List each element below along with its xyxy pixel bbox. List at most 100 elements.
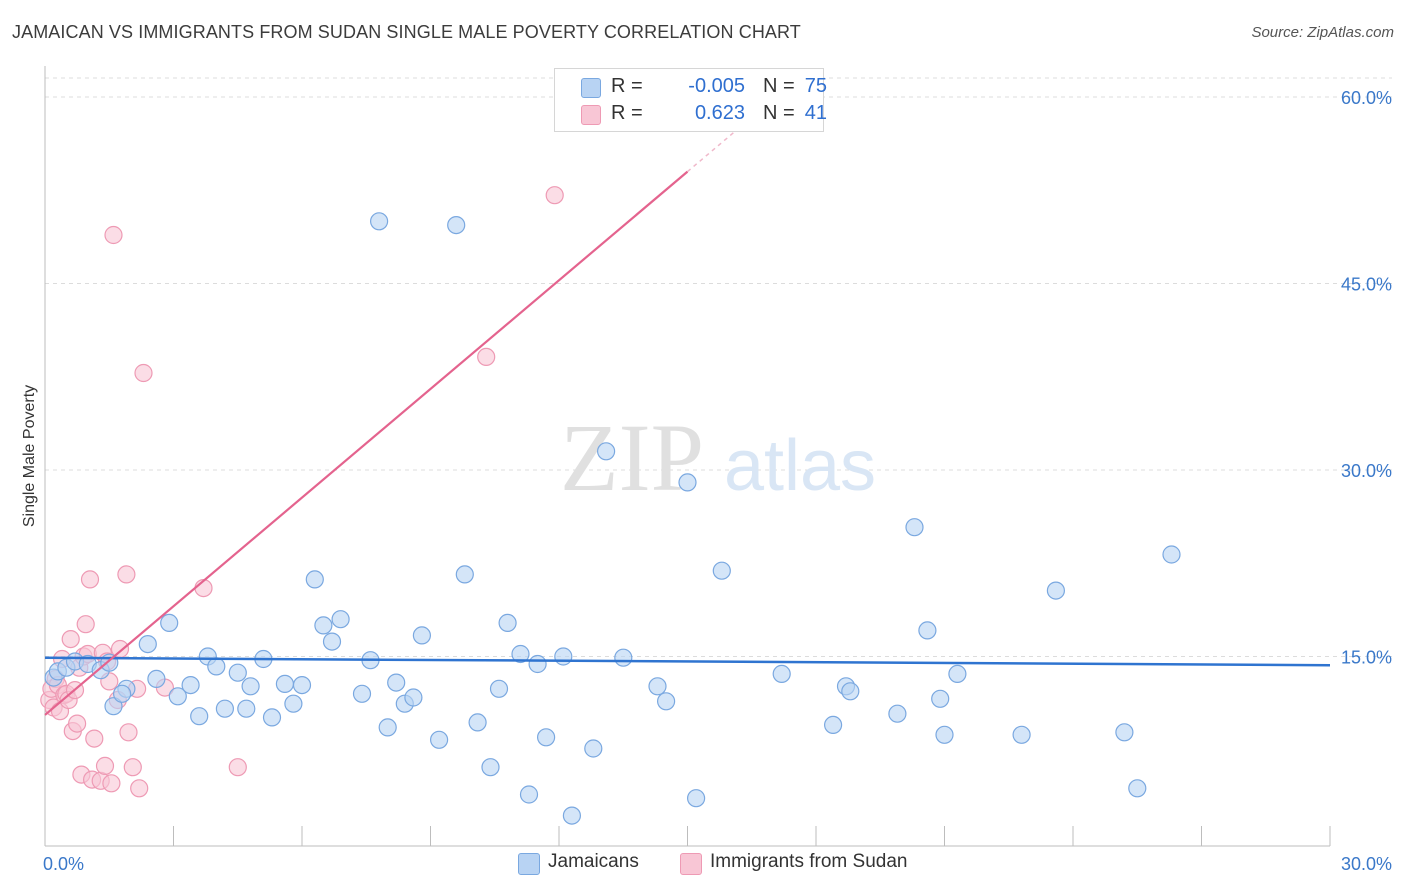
- jamaican-point: [262, 708, 282, 727]
- jamaican-point: [387, 673, 406, 692]
- jamaican-point: [138, 634, 157, 654]
- sudan-point: [130, 779, 149, 798]
- legend-swatch-blue: [581, 78, 601, 98]
- tick-labels: 15.0% 30.0% 45.0% 60.0% 0.0% 30.0%: [43, 88, 1392, 874]
- jamaican-point: [648, 677, 667, 696]
- sudan-point: [123, 758, 142, 777]
- y-tick-label: 30.0%: [1341, 461, 1392, 481]
- chart-title: JAMAICAN VS IMMIGRANTS FROM SUDAN SINGLE…: [12, 22, 801, 42]
- jamaican-point: [931, 689, 950, 708]
- sudan-point: [228, 758, 247, 777]
- jamaican-point: [584, 739, 603, 758]
- jamaican-point: [519, 785, 539, 804]
- jamaican-point: [511, 644, 530, 664]
- jamaican-point: [1128, 779, 1147, 798]
- jamaican-point: [481, 758, 500, 777]
- jamaican-point: [147, 669, 166, 689]
- y-tick-label: 60.0%: [1341, 88, 1392, 108]
- sudan-point: [95, 756, 115, 776]
- sudan-point: [61, 629, 80, 649]
- jamaican-point: [104, 697, 123, 716]
- r-label: R =: [611, 75, 643, 97]
- sudan-point: [76, 615, 95, 634]
- jamaican-point: [614, 648, 633, 667]
- jamaican-point: [528, 654, 547, 674]
- jamaican-point: [181, 675, 200, 695]
- jamaican-point: [498, 613, 517, 633]
- jamaican-point: [468, 713, 487, 732]
- jamaican-point: [237, 699, 256, 718]
- n-label: N =: [763, 102, 795, 124]
- legend-label-jamaicans: Jamaicans: [548, 851, 639, 872]
- r-value: 0.623: [694, 102, 745, 124]
- jamaican-point: [331, 610, 350, 629]
- y-axis-label: Single Male Poverty: [21, 385, 38, 527]
- jamaican-trendline: [44, 656, 1331, 667]
- jamaican-point: [935, 725, 954, 744]
- jamaican-point: [656, 692, 676, 711]
- sudan-point: [134, 363, 153, 383]
- jamaican-point: [430, 730, 449, 749]
- y-tick-label: 45.0%: [1341, 275, 1392, 295]
- x-tick-label: 0.0%: [43, 854, 84, 874]
- jamaican-point: [841, 682, 860, 701]
- jamaican-point: [292, 675, 312, 695]
- jamaican-point: [823, 715, 843, 735]
- jamaican-point: [712, 561, 731, 580]
- jamaican-point: [215, 699, 234, 718]
- jamaican-point: [447, 216, 466, 235]
- jamaican-point: [686, 789, 706, 808]
- axes: [44, 66, 1331, 847]
- r-label: R =: [611, 102, 643, 124]
- jamaican-point: [378, 718, 397, 737]
- jamaican-point: [228, 663, 247, 682]
- jamaican-point: [1115, 723, 1134, 742]
- jamaican-point: [562, 806, 582, 825]
- jamaican-point: [207, 657, 226, 676]
- jamaican-point: [678, 473, 697, 492]
- legend-swatch-pink: [680, 853, 702, 875]
- jamaican-point: [489, 679, 509, 698]
- jamaican-point: [596, 442, 616, 461]
- sudan-point: [80, 570, 100, 589]
- jamaican-point: [352, 684, 372, 703]
- n-label: N =: [763, 75, 795, 97]
- sudan-point: [477, 347, 496, 366]
- jamaican-point: [888, 704, 907, 723]
- sudan-point: [85, 729, 104, 748]
- sudan-point: [104, 225, 123, 245]
- sudan-trendline-extension: [687, 127, 740, 173]
- r-value: -0.005: [688, 75, 745, 97]
- legend-swatch-pink: [581, 105, 601, 125]
- jamaican-point: [404, 688, 423, 707]
- jamaican-point: [241, 677, 260, 696]
- jamaican-point: [1162, 545, 1181, 564]
- sudan-point: [545, 186, 564, 205]
- x-tick-label: 30.0%: [1341, 854, 1392, 874]
- jamaican-point: [314, 616, 333, 635]
- jamaican-point: [1012, 725, 1031, 744]
- sudan-point: [117, 565, 136, 584]
- jamaican-point: [168, 687, 187, 706]
- jamaican-point: [918, 621, 937, 640]
- jamaican-point: [905, 518, 924, 537]
- jamaican-point: [412, 626, 431, 645]
- source-attribution: Source: ZipAtlas.com: [1251, 24, 1394, 41]
- sudan-point: [102, 774, 121, 793]
- sudan-trendline: [44, 170, 689, 716]
- jamaican-point: [190, 707, 209, 726]
- sudan-point: [119, 723, 138, 742]
- jamaican-point: [554, 647, 573, 666]
- watermark-zip: ZIP: [560, 404, 704, 511]
- sudan-point: [67, 714, 87, 733]
- jamaican-point: [370, 212, 389, 231]
- jamaican-point: [305, 570, 324, 589]
- jamaican-point: [160, 613, 179, 633]
- jamaican-point: [455, 565, 474, 584]
- watermark-atlas: atlas: [724, 426, 876, 506]
- y-tick-label: 15.0%: [1341, 648, 1392, 668]
- correlation-legend: R = -0.005 N = 75 R = 0.623 N = 41: [554, 68, 827, 132]
- jamaican-point: [322, 632, 342, 651]
- jamaican-point: [284, 694, 303, 713]
